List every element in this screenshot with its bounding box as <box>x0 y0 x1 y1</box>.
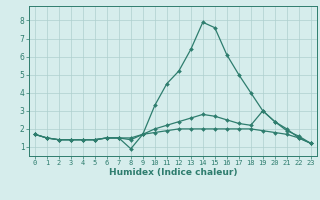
X-axis label: Humidex (Indice chaleur): Humidex (Indice chaleur) <box>108 168 237 177</box>
